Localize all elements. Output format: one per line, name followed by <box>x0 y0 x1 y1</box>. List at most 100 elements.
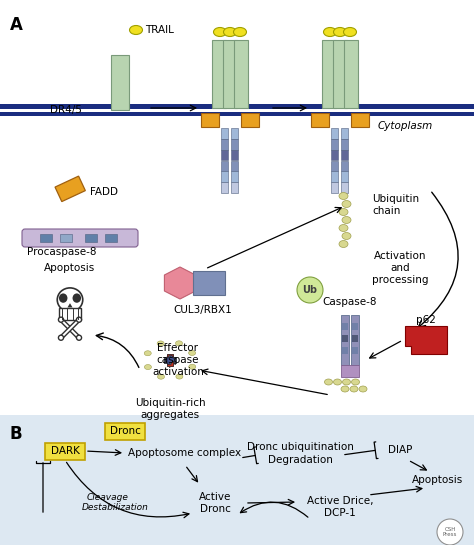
Text: DR4/5: DR4/5 <box>50 105 82 115</box>
Text: p62: p62 <box>416 315 436 325</box>
Bar <box>331 139 338 150</box>
Circle shape <box>297 277 323 303</box>
Bar <box>344 40 358 108</box>
Ellipse shape <box>342 233 351 239</box>
Text: CUL3/RBX1: CUL3/RBX1 <box>173 305 232 315</box>
Text: B: B <box>10 425 23 443</box>
Bar <box>341 139 348 150</box>
Bar <box>231 160 238 171</box>
Bar <box>241 113 259 127</box>
Ellipse shape <box>76 335 82 340</box>
Ellipse shape <box>176 374 183 379</box>
Bar <box>341 182 348 193</box>
Text: DIAP: DIAP <box>388 445 412 455</box>
Ellipse shape <box>350 386 358 392</box>
Bar <box>231 128 238 139</box>
Bar <box>221 160 228 171</box>
Text: Caspase-8: Caspase-8 <box>323 297 377 307</box>
Bar <box>105 234 117 242</box>
Bar <box>352 323 358 330</box>
Bar <box>223 40 237 108</box>
Bar <box>342 347 348 354</box>
Bar <box>341 365 359 377</box>
Text: Active Drice,
DCP-1: Active Drice, DCP-1 <box>307 496 373 518</box>
Text: Dronc: Dronc <box>109 427 140 437</box>
Text: Procaspase-8: Procaspase-8 <box>27 247 97 257</box>
Bar <box>0 415 474 545</box>
Ellipse shape <box>73 293 81 303</box>
Ellipse shape <box>325 379 332 385</box>
Bar <box>342 335 348 342</box>
Bar <box>342 323 348 330</box>
Ellipse shape <box>234 27 246 37</box>
Text: Destabilization: Destabilization <box>82 502 148 512</box>
Text: Cleavage: Cleavage <box>87 493 129 501</box>
Bar <box>341 315 349 365</box>
Ellipse shape <box>189 350 196 355</box>
Bar <box>231 171 238 182</box>
Bar <box>221 139 228 150</box>
Polygon shape <box>164 267 196 299</box>
Bar <box>40 234 52 242</box>
Bar <box>341 160 348 171</box>
Bar <box>111 55 129 110</box>
Ellipse shape <box>224 27 237 37</box>
Text: A: A <box>10 16 23 34</box>
Ellipse shape <box>334 27 346 37</box>
Bar <box>231 182 238 193</box>
Ellipse shape <box>339 225 348 232</box>
FancyArrowPatch shape <box>96 333 139 367</box>
Bar <box>221 171 228 182</box>
Text: Ubiquitin-rich
aggregates: Ubiquitin-rich aggregates <box>135 398 205 420</box>
Bar <box>164 357 176 363</box>
Bar <box>60 318 80 339</box>
Bar <box>221 150 228 160</box>
Ellipse shape <box>344 27 356 37</box>
Bar <box>333 40 347 108</box>
Ellipse shape <box>58 335 64 340</box>
Ellipse shape <box>57 288 83 312</box>
Text: Activation
and
processing: Activation and processing <box>372 251 428 284</box>
FancyArrowPatch shape <box>66 462 189 518</box>
Bar <box>0 112 474 116</box>
Ellipse shape <box>213 27 227 37</box>
Ellipse shape <box>342 216 351 223</box>
FancyBboxPatch shape <box>22 229 138 247</box>
Bar <box>164 357 176 363</box>
Bar <box>45 443 85 460</box>
Ellipse shape <box>189 364 196 370</box>
Text: Active
Dronc: Active Dronc <box>199 492 231 514</box>
Bar <box>341 128 348 139</box>
Bar <box>165 355 174 365</box>
Ellipse shape <box>323 27 337 37</box>
Text: Apoptosis: Apoptosis <box>45 263 96 273</box>
Bar <box>331 182 338 193</box>
Ellipse shape <box>339 240 348 247</box>
Ellipse shape <box>76 317 82 322</box>
Bar <box>231 150 238 160</box>
Bar <box>201 113 219 127</box>
Bar <box>352 335 358 342</box>
Ellipse shape <box>343 379 350 385</box>
Bar <box>193 271 225 295</box>
Bar <box>105 423 145 440</box>
Text: Ubiquitin
chain: Ubiquitin chain <box>372 194 419 216</box>
Ellipse shape <box>145 365 151 370</box>
Text: CSH
Press: CSH Press <box>443 526 457 537</box>
Bar <box>352 347 358 354</box>
Ellipse shape <box>339 209 348 215</box>
Ellipse shape <box>129 26 143 34</box>
Ellipse shape <box>352 379 359 385</box>
Polygon shape <box>405 326 447 354</box>
Bar <box>165 355 174 365</box>
Bar <box>60 318 80 339</box>
Ellipse shape <box>359 386 367 392</box>
Bar <box>221 128 228 139</box>
Bar <box>322 40 336 108</box>
Ellipse shape <box>157 341 164 346</box>
Text: Dronc ubiquitination: Dronc ubiquitination <box>246 442 354 452</box>
Bar <box>55 176 85 202</box>
Bar <box>212 40 226 108</box>
Bar <box>165 355 175 365</box>
Text: FADD: FADD <box>90 187 118 197</box>
